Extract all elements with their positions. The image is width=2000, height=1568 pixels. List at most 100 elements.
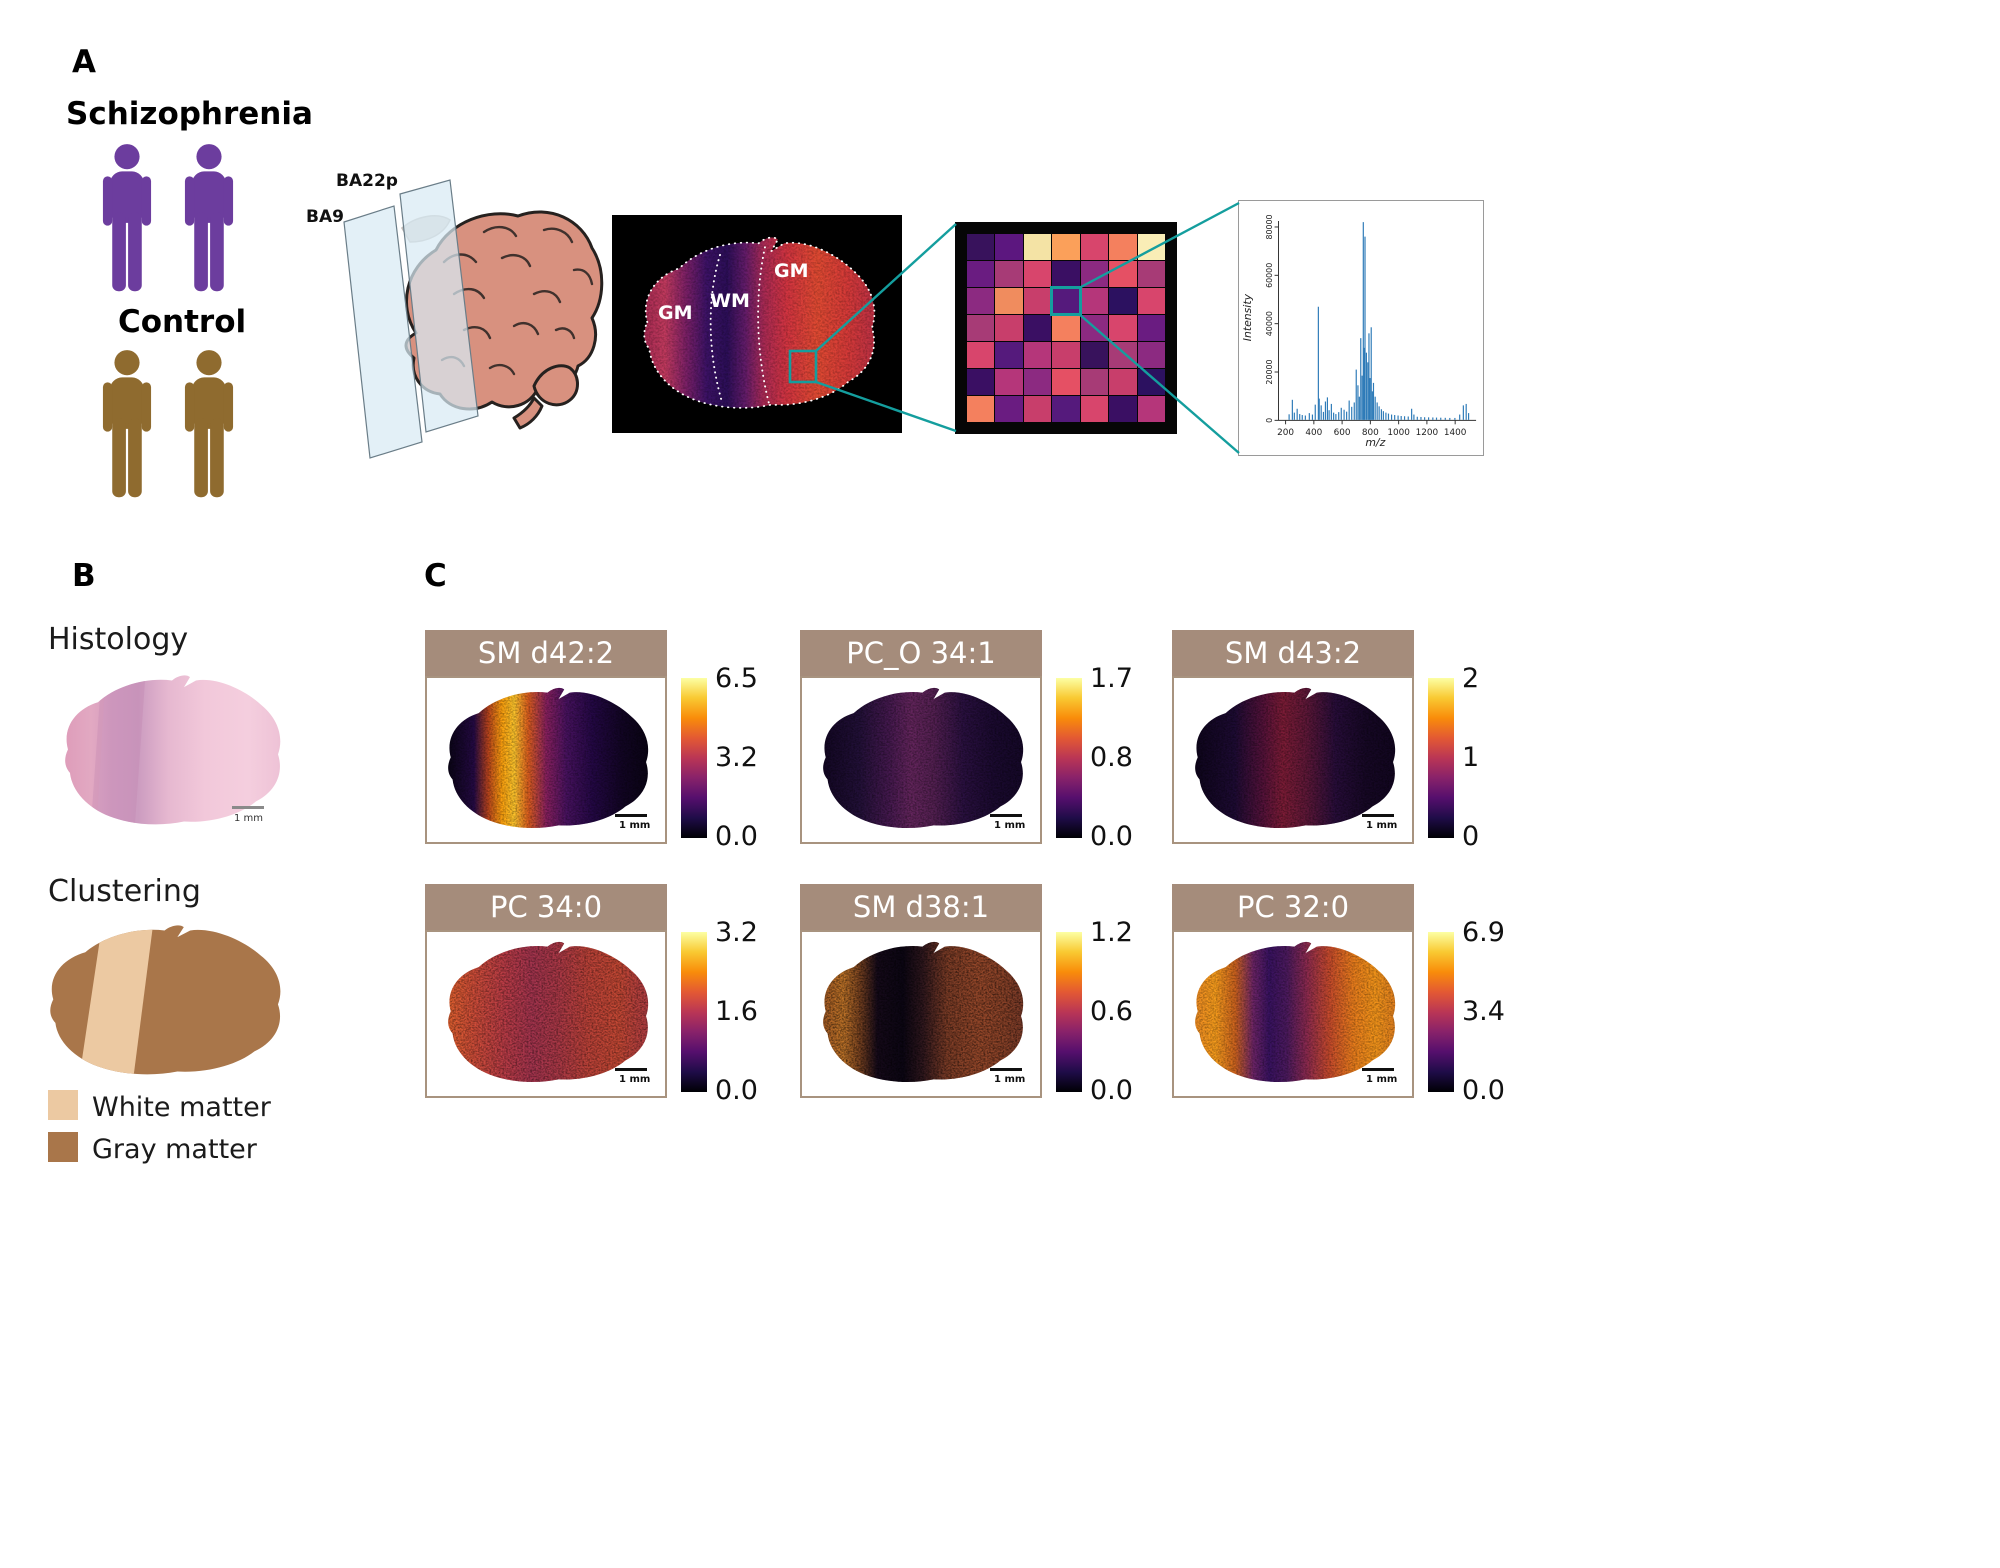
histology-title: Histology xyxy=(48,622,189,657)
scalebar-label: 1 mm xyxy=(1366,1074,1397,1085)
ion-image-panel: SM d42:2 1 mm 6.5 3.2 0.0 xyxy=(425,630,777,850)
heatmap-cell xyxy=(1052,315,1080,341)
panel-c-label: C xyxy=(424,558,447,594)
heatmap-cell xyxy=(995,261,1023,287)
control-label: Control xyxy=(118,304,247,340)
colorbar-min-label: 0.0 xyxy=(715,1075,758,1106)
ion-tissue-texture xyxy=(448,687,649,829)
spectrum-ytick-label: 20000 xyxy=(1265,359,1274,384)
colorbar xyxy=(1428,678,1454,838)
heatmap-cell xyxy=(1052,234,1080,260)
mass-spectrum-plot: 0 20000 40000 60000 80000 200 400 600 800 1000 120… xyxy=(1238,200,1484,456)
colorbar-max-label: 1.2 xyxy=(1090,917,1133,948)
heatmap-cell xyxy=(1023,234,1052,260)
scalebar-label: 1 mm xyxy=(619,1074,650,1085)
scalebar-label: 1 mm xyxy=(994,820,1025,831)
ion-image: 1 mm xyxy=(425,930,667,1098)
ion-tissue-texture xyxy=(823,941,1024,1083)
heatmap-cell xyxy=(967,396,995,422)
heatmap-cell xyxy=(967,342,995,368)
colorbar-min-label: 0.0 xyxy=(715,821,758,852)
spectrum-ylabel: Intensity xyxy=(1241,293,1254,341)
heatmap-cell xyxy=(1023,261,1052,287)
scalebar-label: 1 mm xyxy=(994,1074,1025,1085)
white-matter-label: White matter xyxy=(92,1092,271,1123)
heatmap-cell xyxy=(1052,369,1080,395)
ion-image: 1 mm xyxy=(800,676,1042,844)
heatmap-cell xyxy=(995,342,1023,368)
slice-plane-ba9 xyxy=(343,205,423,459)
tissue-label-wm: WM xyxy=(710,290,750,312)
spectrum-xlabel: m/z xyxy=(1365,436,1385,449)
white-matter-region xyxy=(78,925,154,1075)
ion-tissue-texture xyxy=(1195,941,1396,1083)
scalebar xyxy=(1362,1068,1394,1071)
spectrum-xtick-label: 800 xyxy=(1362,428,1379,438)
panel-a-label: A xyxy=(72,44,96,80)
colorbar-min-label: 0.0 xyxy=(1462,1075,1505,1106)
colorbar xyxy=(1056,678,1082,838)
scalebar xyxy=(615,814,647,817)
clustering-title: Clustering xyxy=(48,874,201,909)
heatmap-cell xyxy=(1023,315,1052,341)
heatmap-cell xyxy=(1137,288,1165,314)
colorbar-mid-label: 3.2 xyxy=(715,742,758,773)
tissue-label-gm-right: GM xyxy=(774,260,809,282)
scalebar xyxy=(990,1068,1022,1071)
spectrum-xtick-label: 1400 xyxy=(1444,428,1467,438)
spectrum-xtick-label: 200 xyxy=(1277,428,1294,438)
heatmap-cell xyxy=(967,261,995,287)
histology-image: 1 mm xyxy=(46,664,294,838)
ion-image-title: SM d43:2 xyxy=(1172,630,1414,676)
colorbar-max-label: 3.2 xyxy=(715,917,758,948)
ion-image-panel: SM d43:2 1 mm 2 1 0 xyxy=(1172,630,1524,850)
spectrum-ytick-label: 80000 xyxy=(1265,214,1274,239)
scalebar-label: 1 mm xyxy=(619,820,650,831)
heatmap-cell-selected xyxy=(1050,286,1082,316)
ion-image-title: PC 32:0 xyxy=(1172,884,1414,930)
ion-image-panel: SM d38:1 1 mm 1.2 0.6 0.0 xyxy=(800,884,1152,1104)
ion-image: 1 mm xyxy=(425,676,667,844)
scalebar xyxy=(232,806,264,809)
colorbar-max-label: 6.9 xyxy=(1462,917,1505,948)
heatmap-cell xyxy=(995,288,1023,314)
ion-image: 1 mm xyxy=(800,930,1042,1098)
colorbar-max-label: 6.5 xyxy=(715,663,758,694)
heatmap-cell xyxy=(1023,369,1052,395)
ion-tissue-texture xyxy=(823,687,1024,829)
spectrum-xtick-label: 600 xyxy=(1334,428,1351,438)
scalebar xyxy=(1362,814,1394,817)
heatmap-cell xyxy=(995,369,1023,395)
histology-left-band xyxy=(65,675,106,825)
colorbar xyxy=(1428,932,1454,1092)
colorbar-mid-label: 1.6 xyxy=(715,996,758,1027)
spectrum-xtick-label: 1000 xyxy=(1387,428,1410,438)
heatmap-cell xyxy=(1052,261,1080,287)
ion-tissue-texture xyxy=(1195,687,1396,829)
spectrum-xtick-label: 1200 xyxy=(1416,428,1439,438)
colorbar-min-label: 0 xyxy=(1462,821,1480,852)
ion-image-title: PC_O 34:1 xyxy=(800,630,1042,676)
heatmap-cell xyxy=(1023,396,1052,422)
wm-gm-boundary-dotted xyxy=(757,246,771,406)
colorbar-max-label: 1.7 xyxy=(1090,663,1133,694)
spectrum-ytick-label: 0 xyxy=(1265,418,1274,423)
panel-b-label: B xyxy=(72,558,96,594)
brain-illustration: BA22p BA9 xyxy=(306,171,604,459)
ion-image-panel: PC 34:0 1 mm 3.2 1.6 0.0 xyxy=(425,884,777,1104)
scalebar xyxy=(990,814,1022,817)
ion-image: 1 mm xyxy=(1172,930,1414,1098)
heatmap-cell xyxy=(1052,342,1080,368)
heatmap-cell xyxy=(967,288,995,314)
slice-plane-ba22p xyxy=(399,179,479,433)
gray-matter-swatch xyxy=(48,1132,78,1162)
colorbar xyxy=(681,932,707,1092)
colorbar-mid-label: 1 xyxy=(1462,742,1480,773)
colorbar xyxy=(1056,932,1082,1092)
colorbar-mid-label: 0.6 xyxy=(1090,996,1133,1027)
ion-image-title: SM d38:1 xyxy=(800,884,1042,930)
heatmap-cell xyxy=(1052,396,1080,422)
colorbar-max-label: 2 xyxy=(1462,663,1480,694)
colorbar-mid-label: 3.4 xyxy=(1462,996,1505,1027)
